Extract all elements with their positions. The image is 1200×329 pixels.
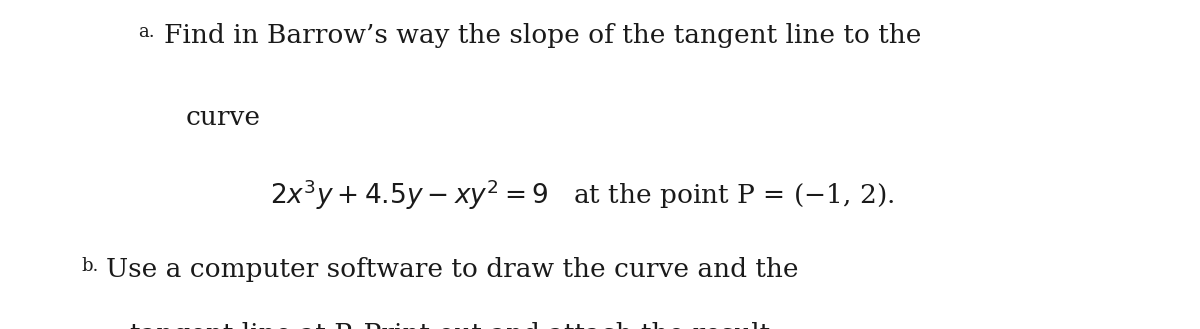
Text: Use a computer software to draw the curve and the: Use a computer software to draw the curv…	[106, 257, 798, 282]
Text: Find in Barrow’s way the slope of the tangent line to the: Find in Barrow’s way the slope of the ta…	[164, 23, 922, 48]
Text: a.: a.	[138, 23, 155, 41]
Text: tangent line at P. Print out and attach the result.: tangent line at P. Print out and attach …	[130, 322, 778, 329]
Text: b.: b.	[82, 257, 98, 275]
Text: curve: curve	[186, 105, 262, 130]
Text: $2x^3y + 4.5y - xy^2 = 9$   at the point P = (−1, 2).: $2x^3y + 4.5y - xy^2 = 9$ at the point P…	[270, 178, 894, 212]
